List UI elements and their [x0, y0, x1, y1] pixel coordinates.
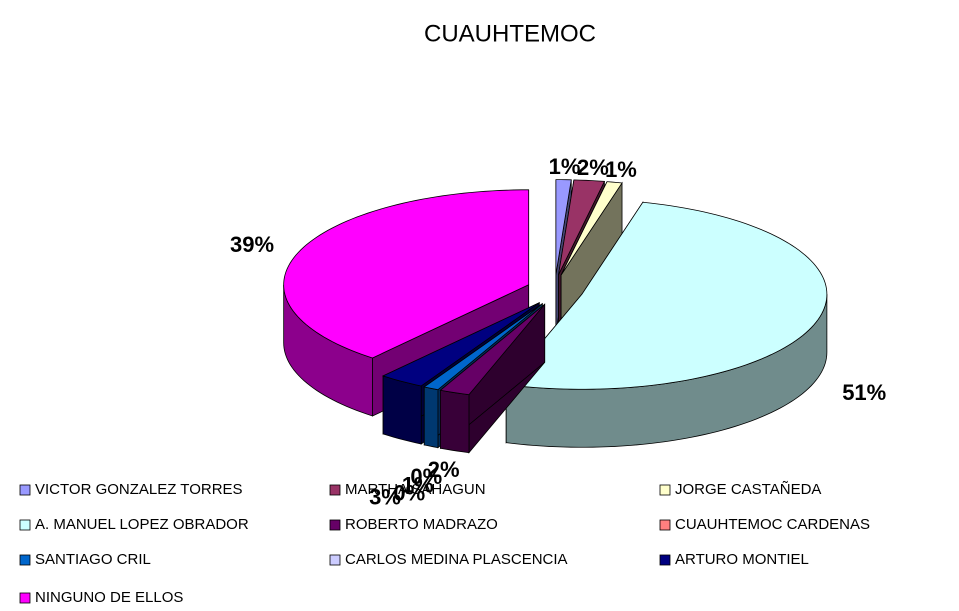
legend-swatch — [19, 554, 31, 566]
slice-top — [381, 302, 540, 387]
legend-swatch — [19, 592, 31, 604]
legend-label: CARLOS MEDINA PLASCENCIA — [345, 551, 568, 568]
legend-swatch — [659, 484, 671, 496]
slice-wall — [382, 375, 422, 445]
slice-wall — [423, 386, 439, 449]
legend-label: JORGE CASTAÑEDA — [675, 481, 821, 498]
legend-label: MARTHA SAHAGUN — [345, 481, 486, 498]
slice-top — [558, 179, 606, 275]
legend-label: SANTIAGO CRIL — [35, 551, 151, 568]
legend-label: ARTURO MONTIEL — [675, 551, 809, 568]
data-label: 2% — [577, 155, 609, 180]
chart-title: CUAUHTEMOC — [424, 20, 596, 47]
legend-swatch — [659, 519, 671, 531]
legend-swatch — [329, 519, 341, 531]
data-label: 3% — [369, 485, 401, 510]
data-label: 51% — [842, 380, 886, 405]
legend-label: NINGUNO DE ELLOS — [35, 589, 183, 606]
data-label: 39% — [230, 232, 274, 257]
slice-top — [555, 179, 572, 275]
slice-top — [423, 303, 543, 391]
legend-label: ROBERTO MADRAZO — [345, 516, 498, 533]
slice-top — [560, 181, 623, 276]
data-label: 2% — [428, 457, 460, 482]
slice-top — [439, 304, 545, 396]
legend-label: CUAUHTEMOC CARDENAS — [675, 516, 870, 533]
slice — [505, 200, 828, 448]
data-label: 1% — [549, 154, 581, 179]
legend-label: A. MANUEL LOPEZ OBRADOR — [35, 516, 249, 533]
legend-swatch — [329, 554, 341, 566]
data-label: 0% — [393, 481, 425, 506]
data-label: 1% — [605, 157, 637, 182]
legend-swatch — [19, 484, 31, 496]
legend-swatch — [19, 519, 31, 531]
legend-label: VICTOR GONZALEZ TORRES — [35, 481, 243, 498]
legend-swatch — [329, 484, 341, 496]
data-label: 0% — [410, 464, 442, 489]
slice-wall — [439, 389, 470, 454]
slice-top — [283, 189, 530, 359]
slice-top — [505, 201, 828, 390]
slice — [560, 181, 623, 335]
legend-swatch — [659, 554, 671, 566]
slice — [439, 303, 546, 454]
data-label: 1% — [402, 472, 434, 497]
